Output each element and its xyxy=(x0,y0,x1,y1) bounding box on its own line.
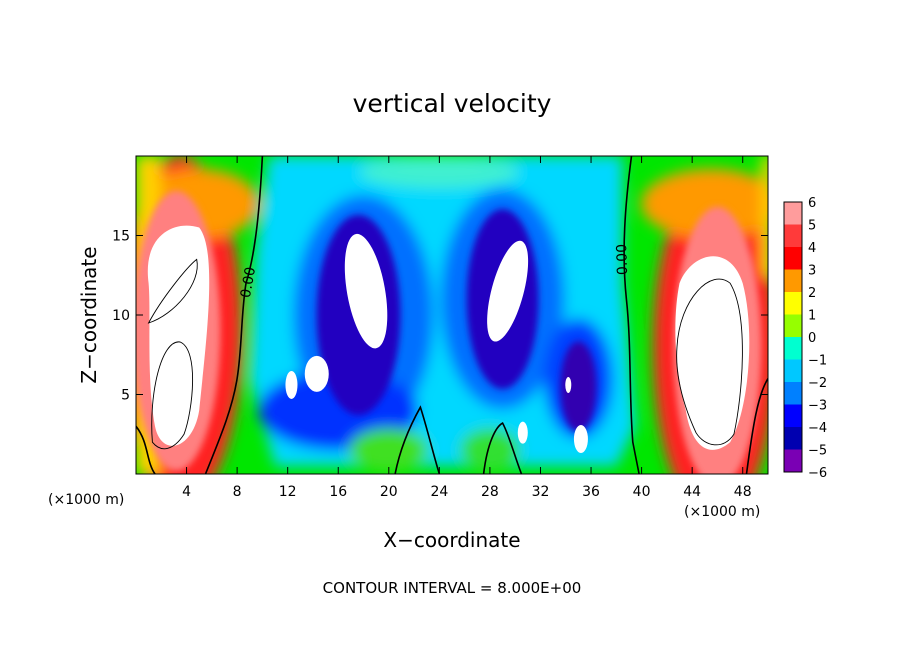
colorbar-segment xyxy=(784,449,802,473)
zero-contour-right-edge xyxy=(745,378,768,474)
velocity-field: 0.00 0.00 xyxy=(136,156,768,474)
zero-contour-bottom-2 xyxy=(482,422,523,474)
colorbar-segment xyxy=(784,382,802,405)
extreme-down-6 xyxy=(517,421,528,444)
extreme-updraft-right xyxy=(675,256,750,450)
colorbar-label: 2 xyxy=(808,286,816,301)
colorbar: 6 5 4 3 2 1 0 −1 −2 −3 −4 −5 −6 xyxy=(783,196,827,481)
colorbar-label: −4 xyxy=(808,421,827,436)
zero-contour-label-left: 0.00 xyxy=(238,266,259,299)
contour-labels: 0.00 0.00 xyxy=(238,244,631,300)
lower-green xyxy=(348,428,429,473)
x-tick-label: 4 xyxy=(182,484,191,500)
colorbar-segment xyxy=(784,247,802,270)
colorbar-segment xyxy=(784,314,802,338)
colorbar-label: 0 xyxy=(808,331,816,346)
x-tick-label: 12 xyxy=(279,484,297,500)
colorbar-segment xyxy=(784,292,802,315)
lower-green-2 xyxy=(459,428,520,473)
zero-contour-left xyxy=(204,156,264,474)
x-tick-label: 36 xyxy=(582,484,600,500)
y-tick-label: 10 xyxy=(112,308,130,324)
x-tick-label: 40 xyxy=(633,484,651,500)
colorbar-segment xyxy=(784,269,802,293)
thin-contour-left-lower xyxy=(151,341,194,450)
x-tick-label: 48 xyxy=(734,484,752,500)
extreme-down-3 xyxy=(304,355,329,392)
x-unit-label-left: (×1000 m) xyxy=(48,492,124,508)
zero-contour-right xyxy=(623,156,640,474)
colorbar-label: 1 xyxy=(808,309,816,324)
y-axis-ticks: 5 10 15 xyxy=(112,229,768,404)
x-tick-label: 8 xyxy=(233,484,242,500)
thin-contours xyxy=(147,258,743,450)
colorbar-segment xyxy=(784,224,802,248)
top-cyan xyxy=(359,156,520,188)
x-unit-label-right: (×1000 m) xyxy=(684,504,760,520)
zero-contours xyxy=(136,156,768,474)
y-tick-label: 15 xyxy=(112,229,130,245)
x-tick-label: 28 xyxy=(481,484,499,500)
x-tick-label: 20 xyxy=(380,484,398,500)
thin-contour-left-upper xyxy=(147,258,198,324)
colorbar-segment xyxy=(784,359,802,383)
x-axis-ticks: 4 8 12 16 20 24 28 32 36 40 44 48 xyxy=(182,156,752,500)
x-tick-label: 16 xyxy=(329,484,347,500)
thin-contour-right xyxy=(676,278,743,446)
y-tick-label: 5 xyxy=(121,388,130,404)
colorbar-label: 6 xyxy=(808,196,816,211)
colorbar-label: 4 xyxy=(808,241,816,256)
colorbar-label: −2 xyxy=(808,376,827,391)
x-axis-label: X−coordinate xyxy=(383,528,520,552)
colorbar-label: −1 xyxy=(808,354,827,369)
core-dark-small xyxy=(560,341,597,432)
x-tick-label: 44 xyxy=(683,484,701,500)
colorbar-label: −3 xyxy=(808,399,827,414)
zero-contour-label-right: 0.00 xyxy=(614,244,631,276)
x-tick-label: 24 xyxy=(430,484,448,500)
contour-interval-note: CONTOUR INTERVAL = 8.000E+00 xyxy=(323,579,582,597)
zero-contour-bottom-1 xyxy=(394,405,441,474)
extreme-down-5 xyxy=(573,425,588,454)
colorbar-label: 5 xyxy=(808,219,816,234)
colorbar-label: −5 xyxy=(808,444,827,459)
colorbar-segment xyxy=(784,202,802,225)
colorbar-frame xyxy=(783,201,803,473)
x-tick-label: 32 xyxy=(532,484,550,500)
colorbar-segment xyxy=(784,337,802,360)
extreme-down-2 xyxy=(487,240,529,342)
colorbar-segment xyxy=(784,404,802,428)
extreme-down-4 xyxy=(285,370,298,399)
right-edge-yellow xyxy=(761,156,768,276)
zero-contour-corner xyxy=(136,425,156,474)
colorbar-segment xyxy=(784,427,802,450)
extreme-down-7 xyxy=(565,376,572,393)
colorbar-label: −6 xyxy=(808,466,827,481)
colorbar-label: 3 xyxy=(808,264,816,279)
extreme-down-1 xyxy=(344,233,388,349)
y-axis-label: Z−coordinate xyxy=(77,246,101,383)
field-extreme-layer xyxy=(147,225,750,454)
chart-title: vertical velocity xyxy=(353,89,552,118)
